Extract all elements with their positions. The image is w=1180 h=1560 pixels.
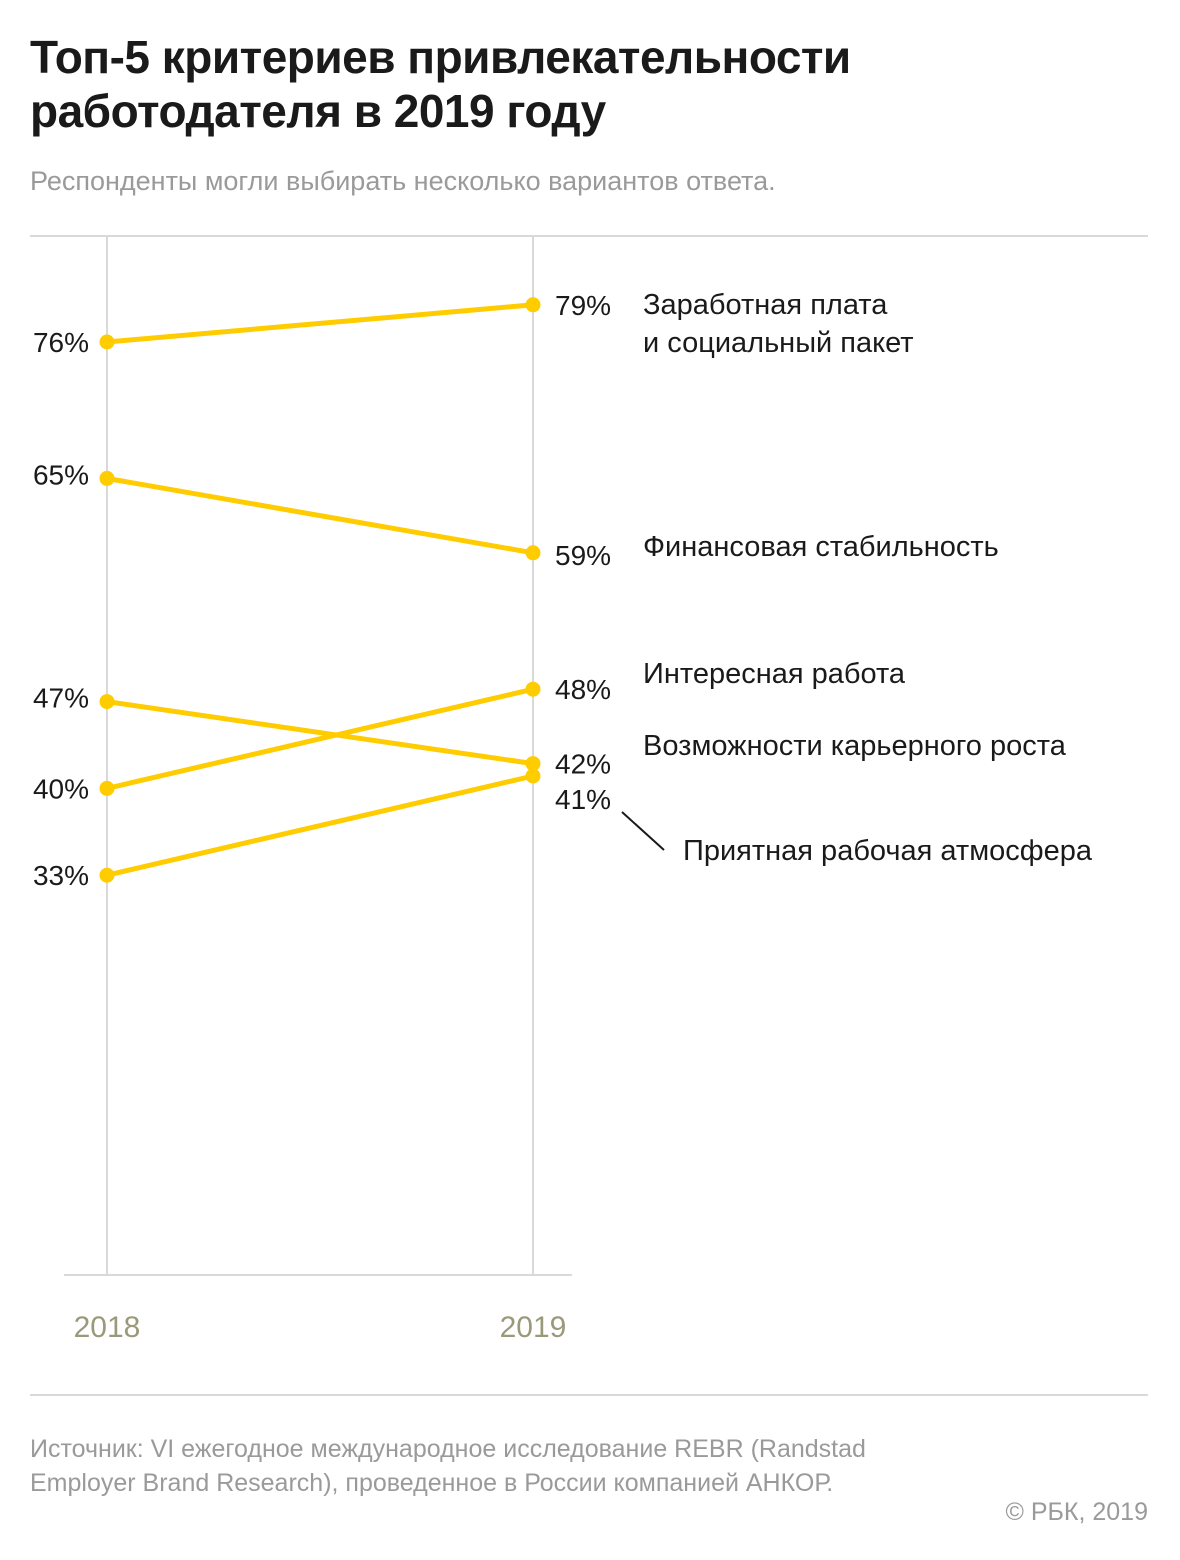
- series-line: [104, 699, 536, 767]
- data-point-2018: [99, 867, 115, 883]
- x-tick-label: 2018: [74, 1311, 141, 1344]
- series-name-label: Заработная плата: [643, 289, 888, 321]
- data-label-2018: 33%: [33, 860, 89, 891]
- data-label-2018: 76%: [33, 327, 89, 358]
- data-point-2019: [525, 768, 541, 784]
- series-line: [104, 686, 536, 791]
- data-label-2018: 40%: [33, 773, 89, 804]
- series-name-label: Приятная рабочая атмосфера: [683, 835, 1093, 867]
- leader-line: [621, 811, 665, 851]
- series-name-label: Интересная работа: [643, 658, 906, 690]
- series-name-label: Финансовая стабильность: [643, 531, 999, 563]
- series-line: [104, 475, 536, 556]
- data-label-2019: 48%: [555, 674, 611, 705]
- data-label-2019: 79%: [555, 290, 611, 321]
- x-tick-label: 2019: [500, 1311, 567, 1344]
- data-label-2018: 47%: [33, 683, 89, 714]
- data-point-2019: [525, 756, 541, 772]
- data-point-2019: [525, 545, 541, 561]
- copyright: © РБК, 2019: [1005, 1498, 1148, 1526]
- chart-title: Топ-5 критериев привлекательности работо…: [30, 31, 851, 137]
- chart-subtitle: Респонденты могли выбирать несколько вар…: [30, 166, 776, 196]
- top-divider: [30, 235, 1148, 237]
- data-label-2019: 42%: [555, 749, 611, 780]
- series-line: [104, 302, 536, 345]
- series-name-label: и социальный пакет: [643, 327, 914, 359]
- bottom-divider: [30, 1394, 1148, 1396]
- data-label-2018: 65%: [33, 459, 89, 490]
- data-label-2019: 59%: [555, 540, 611, 571]
- slope-chart: 2018 2019 76% 79% 65% 59% 40% 48% 47% 42% 33% 41% За…: [33, 236, 1093, 1344]
- data-point-2018: [99, 780, 115, 796]
- data-point-2019: [525, 297, 541, 313]
- data-point-2018: [99, 334, 115, 350]
- series-line: [104, 773, 536, 878]
- source-note: Источник: VI ежегодное международное исс…: [30, 1435, 866, 1497]
- data-point-2018: [99, 470, 115, 486]
- data-point-2019: [525, 681, 541, 697]
- data-label-2019: 41%: [555, 784, 611, 815]
- series-name-label: Возможности карьерного роста: [643, 730, 1067, 762]
- data-point-2018: [99, 694, 115, 710]
